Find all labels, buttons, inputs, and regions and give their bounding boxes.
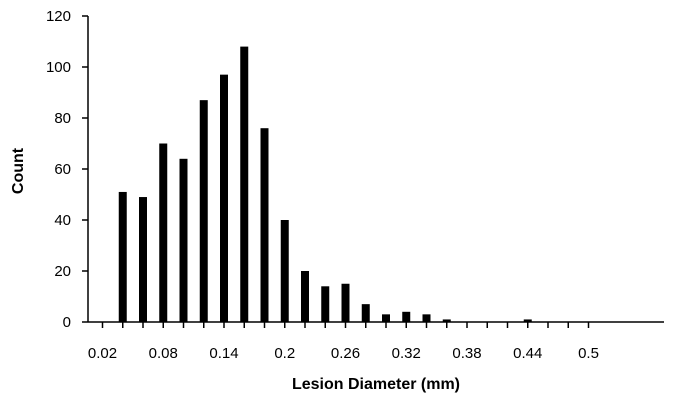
x-axis-title: Lesion Diameter (mm)	[292, 376, 460, 393]
y-tick-label: 20	[54, 263, 71, 280]
histogram-bar	[341, 283, 350, 322]
histogram-bar	[422, 314, 431, 322]
x-tick-label: 0.2	[274, 345, 295, 362]
x-tick-label: 0.38	[452, 345, 481, 362]
histogram-bar	[280, 220, 289, 322]
y-tick-label: 80	[54, 110, 71, 127]
histogram-bar	[199, 100, 208, 323]
y-tick-label: 120	[46, 8, 71, 25]
y-tick-label: 60	[54, 161, 71, 178]
histogram-bar	[139, 197, 147, 322]
histogram-bar	[321, 286, 330, 322]
histogram-bar	[179, 158, 188, 322]
x-tick-label: 0.32	[392, 345, 421, 362]
histogram-bar	[220, 74, 228, 323]
histogram-bar	[361, 304, 370, 322]
x-tick-label: 0.44	[513, 345, 542, 362]
y-axis-title: Count	[10, 147, 27, 194]
histogram-bar	[240, 46, 249, 322]
y-ticks: 0 20 40 60 80 100 120	[46, 8, 88, 331]
x-ticks: 0.02 0.08 0.14 0.2 0.26 0.32 0.38 0.44 0.5	[88, 322, 599, 362]
histogram-bar	[260, 128, 269, 322]
y-tick-label: 40	[54, 212, 71, 229]
bars-group	[118, 46, 532, 323]
histogram-bar	[382, 314, 390, 322]
y-tick-label: 100	[46, 59, 71, 76]
histogram-bar	[301, 271, 309, 322]
histogram-bar	[118, 191, 127, 322]
x-tick-label: 0.5	[578, 345, 599, 362]
x-tick-label: 0.08	[149, 345, 178, 362]
histogram-bar	[523, 319, 532, 322]
x-tick-label: 0.14	[209, 345, 238, 362]
histogram-bar	[442, 319, 451, 322]
x-tick-label: 0.26	[331, 345, 360, 362]
histogram-bar	[402, 311, 411, 322]
x-tick-label: 0.02	[88, 345, 117, 362]
histogram-bar	[159, 143, 168, 322]
y-tick-label: 0	[63, 314, 71, 331]
